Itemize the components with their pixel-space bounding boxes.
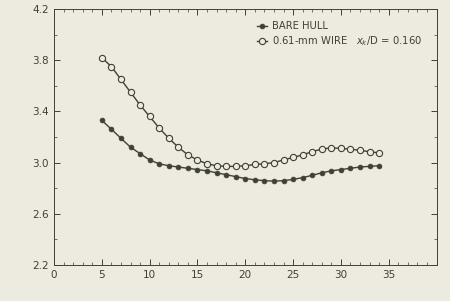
0.61-mm WIRE   $x_k$/D = 0.160 [348, 147, 353, 151]
0.61-mm WIRE   $x_k$/D = 0.160 [118, 78, 124, 81]
0.61-mm WIRE   $x_k$/D = 0.160 [185, 153, 191, 157]
0.61-mm WIRE   $x_k$/D = 0.160 [338, 147, 344, 150]
0.61-mm WIRE   $x_k$/D = 0.160 [328, 146, 334, 150]
BARE HULL [290, 178, 296, 181]
BARE HULL [176, 165, 181, 169]
BARE HULL [243, 177, 248, 180]
0.61-mm WIRE   $x_k$/D = 0.160 [137, 103, 143, 107]
0.61-mm WIRE   $x_k$/D = 0.160 [367, 150, 372, 154]
Line: BARE HULL: BARE HULL [99, 118, 382, 184]
BARE HULL [376, 164, 382, 168]
BARE HULL [357, 165, 363, 169]
0.61-mm WIRE   $x_k$/D = 0.160 [357, 149, 363, 152]
0.61-mm WIRE   $x_k$/D = 0.160 [195, 158, 200, 162]
0.61-mm WIRE   $x_k$/D = 0.160 [99, 56, 104, 60]
0.61-mm WIRE   $x_k$/D = 0.160 [166, 136, 171, 140]
0.61-mm WIRE   $x_k$/D = 0.160 [310, 150, 315, 154]
0.61-mm WIRE   $x_k$/D = 0.160 [214, 164, 219, 168]
BARE HULL [271, 179, 277, 183]
BARE HULL [157, 162, 162, 166]
0.61-mm WIRE   $x_k$/D = 0.160 [204, 162, 210, 166]
BARE HULL [367, 165, 372, 168]
BARE HULL [252, 178, 257, 182]
BARE HULL [300, 176, 305, 179]
0.61-mm WIRE   $x_k$/D = 0.160 [376, 151, 382, 155]
BARE HULL [223, 173, 229, 176]
BARE HULL [118, 136, 124, 140]
BARE HULL [233, 175, 238, 178]
0.61-mm WIRE   $x_k$/D = 0.160 [281, 158, 286, 162]
0.61-mm WIRE   $x_k$/D = 0.160 [233, 165, 238, 168]
BARE HULL [328, 169, 334, 173]
0.61-mm WIRE   $x_k$/D = 0.160 [252, 163, 257, 166]
0.61-mm WIRE   $x_k$/D = 0.160 [176, 145, 181, 149]
BARE HULL [338, 168, 344, 171]
BARE HULL [348, 166, 353, 170]
BARE HULL [319, 171, 324, 175]
0.61-mm WIRE   $x_k$/D = 0.160 [157, 126, 162, 130]
0.61-mm WIRE   $x_k$/D = 0.160 [300, 153, 305, 157]
BARE HULL [204, 169, 210, 173]
0.61-mm WIRE   $x_k$/D = 0.160 [109, 65, 114, 68]
BARE HULL [166, 164, 171, 168]
BARE HULL [109, 128, 114, 131]
0.61-mm WIRE   $x_k$/D = 0.160 [290, 156, 296, 159]
0.61-mm WIRE   $x_k$/D = 0.160 [243, 164, 248, 168]
0.61-mm WIRE   $x_k$/D = 0.160 [223, 165, 229, 168]
BARE HULL [214, 171, 219, 175]
0.61-mm WIRE   $x_k$/D = 0.160 [147, 115, 152, 118]
BARE HULL [137, 152, 143, 155]
BARE HULL [262, 179, 267, 182]
BARE HULL [195, 168, 200, 171]
BARE HULL [128, 145, 133, 149]
0.61-mm WIRE   $x_k$/D = 0.160 [262, 162, 267, 166]
Legend: BARE HULL, 0.61-mm WIRE   $x_k$/D = 0.160: BARE HULL, 0.61-mm WIRE $x_k$/D = 0.160 [255, 19, 424, 51]
BARE HULL [185, 166, 191, 170]
BARE HULL [147, 158, 152, 162]
BARE HULL [99, 119, 104, 122]
BARE HULL [281, 179, 286, 182]
BARE HULL [310, 174, 315, 177]
0.61-mm WIRE   $x_k$/D = 0.160 [319, 147, 324, 151]
0.61-mm WIRE   $x_k$/D = 0.160 [271, 161, 277, 164]
Line: 0.61-mm WIRE   $x_k$/D = 0.160: 0.61-mm WIRE $x_k$/D = 0.160 [99, 54, 382, 169]
0.61-mm WIRE   $x_k$/D = 0.160 [128, 90, 133, 94]
